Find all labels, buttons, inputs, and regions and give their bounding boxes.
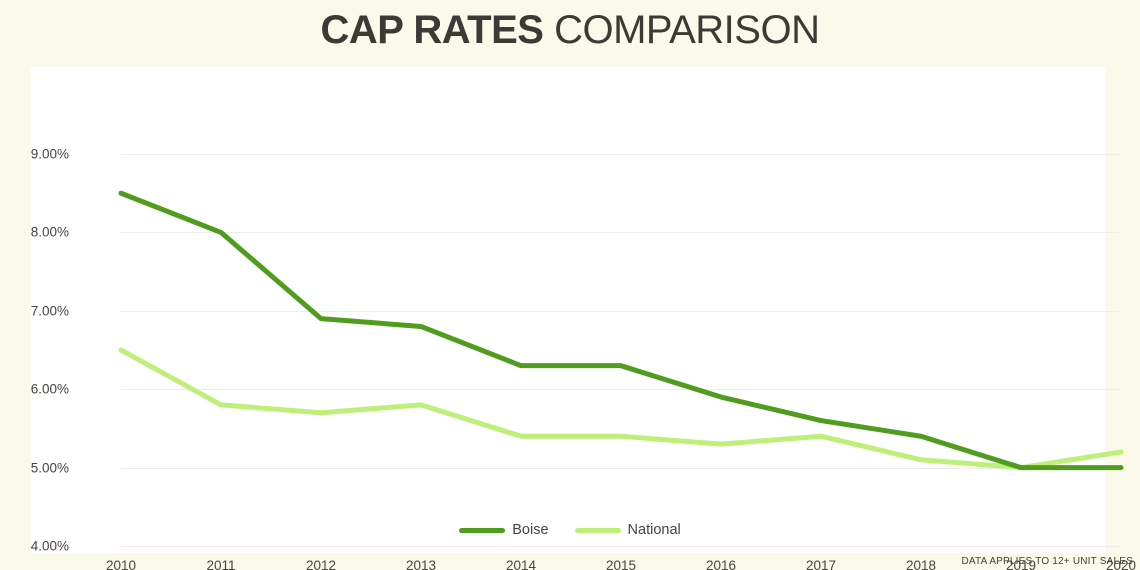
gridline [121,546,1121,547]
chart-legend: Boise National [0,522,1140,538]
x-axis-tick-label: 2013 [405,558,437,570]
x-axis-tick-label: 2012 [305,558,337,570]
x-axis-tick-label: 2017 [805,558,837,570]
plot-area: 9.00% 8.00% 7.00% 6.00% 5.00% 4.00% 2010 2011 20… [31,147,1136,570]
footnote: DATA APPLIES TO 12+ UNIT SALES [961,556,1133,567]
chart-card: 9.00% 8.00% 7.00% 6.00% 5.00% 4.00% 2010 2011 20… [31,67,1136,570]
gridline [121,467,1121,469]
page-title: CAP RATES COMPARISON [0,8,1140,53]
legend-item-national[interactable]: National [574,522,681,538]
x-axis-tick-label: 2011 [206,558,236,570]
gridline [121,310,1121,312]
page-title-light: COMPARISON [543,8,820,52]
legend-label: Boise [512,522,549,538]
x-axis-tick-label: 2016 [705,558,737,570]
legend-line-swatch-icon [459,527,506,533]
series-canvas [118,190,1124,471]
gridline [121,154,1121,155]
x-axis-tick-label: 2020 [1105,558,1137,570]
legend-item-boise[interactable]: Boise [459,522,549,538]
y-axis-tick-label: 6.00% [30,381,69,397]
x-axis-tick-label: 2018 [905,558,937,570]
y-axis-tick-label: 9.00% [30,146,69,162]
x-axis-tick-label: 2014 [505,558,537,570]
gridline [121,232,1121,234]
y-axis-tick-label: 7.00% [30,303,69,319]
y-axis-tick-label: 8.00% [30,224,69,240]
page-title-strong: CAP RATES [320,8,544,52]
series-line-national [118,347,1124,471]
y-axis-tick-label: 5.00% [30,460,69,476]
series-line-boise [118,190,1124,471]
legend-line-swatch-icon [574,527,621,533]
y-axis-tick-label: 4.00% [30,538,69,554]
x-axis-tick-label: 2019 [1005,558,1037,570]
legend-label: National [627,522,681,538]
gridline [121,389,1121,391]
x-axis-tick-label: 2010 [105,558,137,570]
x-axis-tick-label: 2015 [605,558,637,570]
